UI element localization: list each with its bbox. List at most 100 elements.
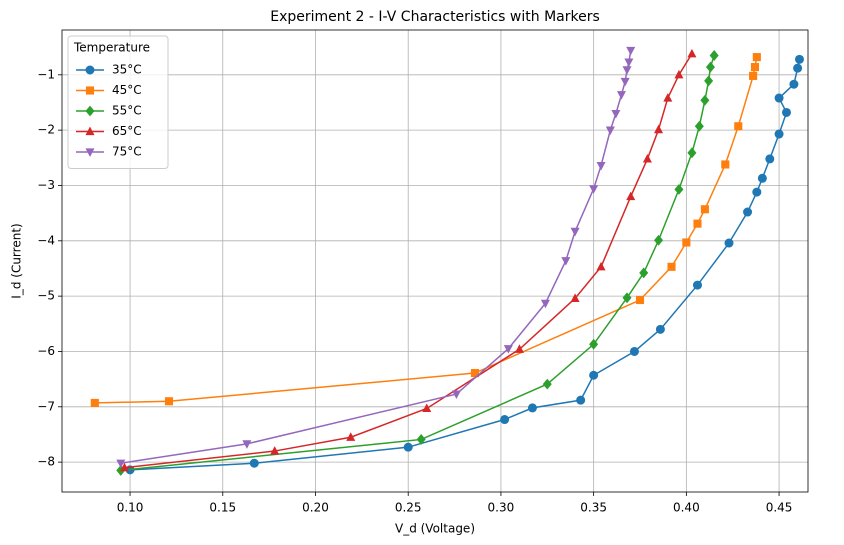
- legend-label: 75°C: [112, 145, 142, 159]
- marker: [500, 415, 510, 425]
- marker: [642, 153, 652, 163]
- x-tick-label: 0.35: [580, 501, 607, 515]
- series-line: [120, 55, 715, 472]
- marker: [85, 126, 95, 136]
- marker: [734, 122, 743, 131]
- marker: [687, 147, 697, 159]
- marker: [709, 50, 719, 61]
- marker: [629, 346, 639, 356]
- marker: [794, 54, 804, 64]
- marker: [589, 185, 599, 194]
- x-tick-label: 0.15: [209, 501, 236, 515]
- marker: [242, 440, 252, 449]
- marker: [542, 378, 552, 390]
- marker: [624, 58, 634, 68]
- x-tick-label: 0.20: [302, 501, 329, 515]
- marker: [589, 338, 599, 350]
- y-tick-label: −8: [37, 455, 55, 469]
- marker: [596, 161, 606, 171]
- series-line: [120, 50, 632, 464]
- y-tick-label: −4: [37, 233, 55, 247]
- marker: [403, 442, 413, 452]
- marker: [249, 458, 259, 468]
- marker: [654, 124, 664, 134]
- marker: [743, 207, 753, 217]
- y-axis-label: I_d (Current): [10, 223, 24, 298]
- marker: [616, 91, 626, 100]
- x-tick-label: 0.10: [117, 501, 144, 515]
- legend-label: 35°C: [112, 63, 142, 77]
- legend: Temperature 35°C 45°C 55°C 65°C 75°C: [67, 35, 169, 169]
- marker: [540, 299, 550, 309]
- y-tick-label: −6: [37, 344, 55, 358]
- plot-frame: [61, 29, 809, 493]
- marker: [85, 105, 95, 117]
- y-tick-label: −3: [37, 178, 55, 192]
- marker: [561, 257, 571, 266]
- marker: [774, 93, 784, 103]
- marker: [694, 120, 704, 132]
- marker: [721, 160, 730, 169]
- marker: [164, 397, 174, 406]
- marker: [622, 292, 632, 304]
- marker: [119, 462, 129, 472]
- marker: [724, 238, 734, 248]
- marker: [750, 63, 760, 72]
- marker: [667, 262, 676, 271]
- legend-label: 65°C: [112, 124, 142, 138]
- marker: [781, 107, 791, 117]
- y-tick-label: −2: [37, 123, 55, 137]
- marker: [596, 261, 606, 271]
- y-tick-label: −5: [37, 289, 55, 303]
- y-tick-label: −7: [37, 399, 55, 413]
- marker: [346, 432, 356, 441]
- legend-label: 45°C: [112, 83, 142, 97]
- marker: [622, 66, 632, 75]
- marker: [774, 129, 784, 139]
- marker: [570, 227, 580, 237]
- x-tick-label: 0.30: [488, 501, 515, 515]
- marker: [700, 94, 710, 106]
- marker: [674, 183, 684, 195]
- marker: [700, 205, 709, 214]
- marker: [90, 398, 99, 407]
- marker: [85, 65, 95, 75]
- series-line: [94, 56, 758, 404]
- x-axis-label: V_d (Voltage): [395, 522, 475, 536]
- marker: [639, 267, 649, 279]
- marker: [85, 86, 95, 95]
- marker: [635, 295, 645, 305]
- marker: [527, 403, 537, 413]
- legend-label: 55°C: [112, 104, 142, 118]
- marker: [503, 345, 513, 354]
- marker: [704, 75, 714, 87]
- marker: [655, 324, 665, 334]
- series-line: [130, 59, 801, 471]
- marker: [570, 293, 580, 302]
- marker: [752, 187, 762, 197]
- marker: [85, 148, 95, 157]
- marker: [514, 344, 524, 353]
- y-tick-label: −1: [37, 67, 55, 81]
- x-tick-label: 0.45: [766, 501, 793, 515]
- marker: [576, 395, 586, 405]
- marker: [749, 71, 758, 80]
- marker: [589, 370, 599, 380]
- marker: [682, 238, 691, 247]
- marker: [654, 234, 664, 246]
- marker: [663, 93, 673, 102]
- marker: [626, 191, 636, 201]
- marker: [687, 48, 697, 58]
- x-tick-label: 0.25: [395, 501, 422, 515]
- marker: [611, 109, 621, 119]
- marker: [692, 280, 702, 290]
- marker: [757, 173, 767, 183]
- marker: [789, 79, 799, 89]
- marker: [674, 69, 684, 79]
- marker: [416, 434, 426, 445]
- marker: [451, 390, 461, 400]
- marker: [422, 403, 432, 413]
- marker: [752, 53, 761, 62]
- marker: [693, 219, 702, 228]
